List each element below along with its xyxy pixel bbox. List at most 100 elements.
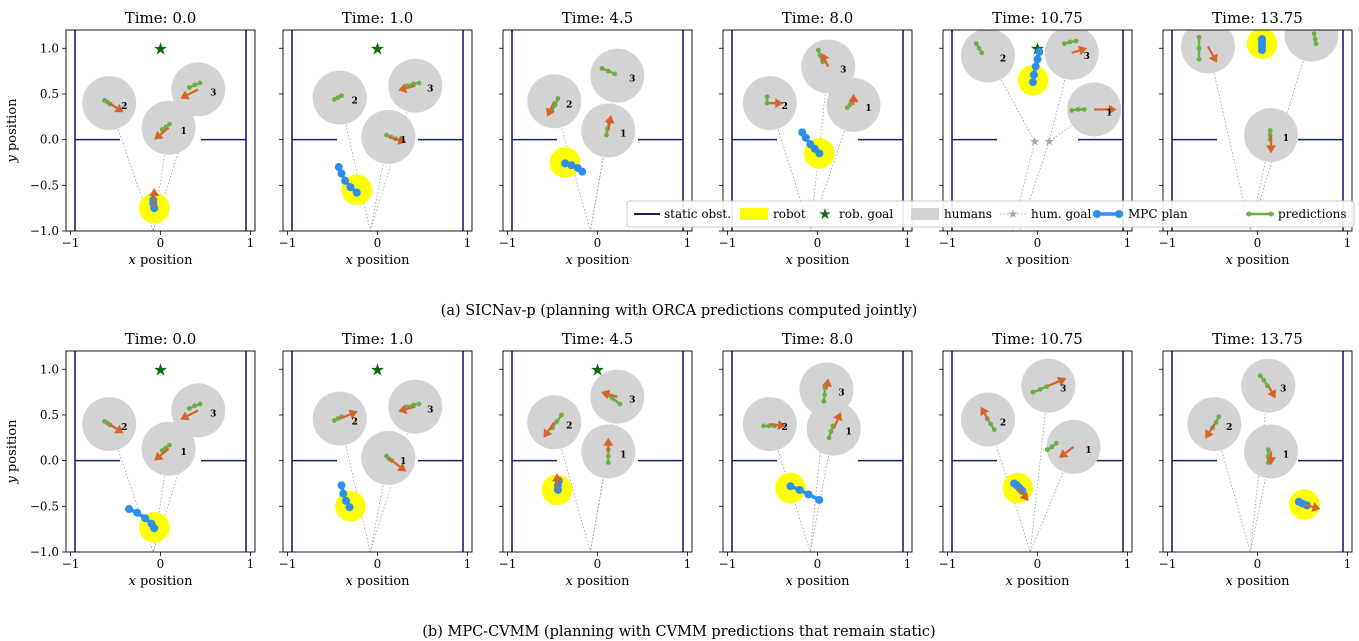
human-heading-arrow bbox=[186, 88, 199, 96]
mpc-plan-point bbox=[1033, 55, 1042, 64]
x-tick-label: −1 bbox=[939, 236, 957, 250]
panel-title: Time: 4.5 bbox=[562, 9, 634, 27]
prediction-point bbox=[1265, 447, 1271, 453]
plot-area: ★ 2 3 1 bbox=[511, 351, 684, 552]
human-disc bbox=[1181, 30, 1235, 74]
prediction-point bbox=[1054, 440, 1059, 446]
x-axis-label: x position bbox=[1225, 253, 1290, 268]
x-tick-label: 0 bbox=[157, 236, 165, 250]
prediction-point bbox=[822, 392, 828, 398]
x-axis-label: x position bbox=[128, 253, 193, 268]
prediction-point bbox=[331, 97, 337, 102]
goal-line bbox=[1048, 109, 1095, 142]
panel-0-4: Time: 10.75 ★ ★ ★ 2 3 1 −1 0 1 x position bbox=[939, 9, 1133, 268]
mpc-plan-point bbox=[815, 149, 824, 158]
y-tick-label: 0.0 bbox=[40, 133, 59, 147]
prediction-point bbox=[1196, 34, 1202, 40]
robot-goal-star: ★ bbox=[153, 39, 168, 59]
prediction-point bbox=[416, 401, 422, 407]
x-axis-label-var: x bbox=[1005, 574, 1013, 589]
y-tick-label: −1.0 bbox=[30, 224, 59, 238]
prediction-point bbox=[1311, 31, 1317, 37]
legend-human-swatch bbox=[911, 208, 939, 220]
prediction-point bbox=[1075, 107, 1081, 112]
x-tick-label: 0 bbox=[594, 236, 602, 250]
robot-heading-arrow-head bbox=[1019, 491, 1029, 501]
human-heading-arrow bbox=[159, 126, 170, 136]
human-heading-arrow-head bbox=[604, 114, 615, 124]
panel-title: Time: 13.75 bbox=[1212, 330, 1303, 348]
x-axis-label-rest: position bbox=[793, 574, 850, 589]
panel-title: Time: 8.0 bbox=[782, 330, 854, 348]
x-axis-label-var: x bbox=[1225, 253, 1233, 268]
human-heading-arrow bbox=[832, 419, 839, 430]
mpc-plan-point bbox=[804, 490, 813, 499]
x-axis-label: x position bbox=[345, 574, 410, 589]
x-axis-label-var: x bbox=[345, 253, 353, 268]
human-heading-arrow bbox=[1064, 446, 1075, 454]
plot-area: ★ 2 3 1 bbox=[74, 30, 247, 231]
human-heading-arrow-head bbox=[820, 52, 830, 63]
human-heading-arrow bbox=[387, 457, 401, 468]
panel-1-3: Time: 8.0 2 3 1 −1 0 1 x position bbox=[719, 330, 913, 589]
prediction-point bbox=[167, 442, 172, 448]
x-tick-label: −1 bbox=[279, 557, 297, 571]
x-tick-label: 1 bbox=[684, 557, 692, 571]
prediction-point bbox=[1313, 41, 1319, 47]
human-id-label: 3 bbox=[838, 388, 844, 398]
human-id-label: 3 bbox=[427, 406, 433, 416]
prediction-point bbox=[979, 50, 985, 56]
mpc-plan-point bbox=[567, 161, 576, 170]
mpc-plan-point bbox=[341, 176, 350, 185]
legend-label: MPC plan bbox=[1128, 207, 1188, 221]
x-axis-label-rest: position bbox=[573, 253, 630, 268]
human-id-label: 1 bbox=[400, 457, 406, 467]
legend-hum-goal-star: ★ bbox=[1008, 207, 1019, 221]
x-axis-label: x position bbox=[1225, 574, 1290, 589]
plot-area: 2 3 1 bbox=[1171, 351, 1344, 552]
human-disc bbox=[1044, 30, 1099, 80]
prediction-point bbox=[384, 132, 389, 138]
robot-goal-star: ★ bbox=[370, 360, 385, 380]
human-heading-arrow-head bbox=[397, 135, 407, 145]
prediction-point bbox=[976, 45, 982, 51]
human-heading-arrow bbox=[186, 409, 199, 417]
human-heading-arrow-head bbox=[114, 103, 124, 113]
human-heading-arrow-head bbox=[833, 412, 843, 422]
mpc-plan-point bbox=[1258, 35, 1266, 44]
prediction-point bbox=[973, 41, 979, 47]
y-axis-label: y position bbox=[5, 98, 20, 164]
prediction-point bbox=[991, 427, 997, 432]
human-heading-arrow-head bbox=[180, 90, 190, 100]
human-id-label: 2 bbox=[782, 102, 788, 112]
panel-title: Time: 10.75 bbox=[992, 330, 1083, 348]
human-id-label: 1 bbox=[1283, 134, 1289, 144]
prediction-point bbox=[612, 71, 617, 77]
human-id-label: 2 bbox=[352, 418, 358, 428]
human-id-label: 1 bbox=[846, 428, 852, 438]
prediction-point bbox=[599, 65, 605, 71]
robot-goal-star: ★ bbox=[153, 360, 168, 380]
human-id-label: 2 bbox=[782, 423, 788, 433]
plot-area: ★ ★ ★ 2 3 1 bbox=[951, 30, 1124, 231]
x-tick-label: 0 bbox=[1254, 236, 1262, 250]
x-tick-label: 1 bbox=[464, 557, 472, 571]
human-id-label: 2 bbox=[1000, 55, 1006, 65]
human-goal-star: ★ bbox=[1029, 134, 1040, 148]
goal-line bbox=[809, 389, 827, 552]
legend-label: predictions bbox=[1278, 207, 1347, 221]
x-axis-label-var: x bbox=[785, 574, 793, 589]
panel-title: Time: 1.0 bbox=[342, 9, 414, 27]
mpc-plan-point bbox=[339, 489, 348, 498]
human-id-label: 1 bbox=[400, 136, 406, 146]
mpc-plan-path bbox=[789, 484, 821, 502]
x-tick-label: 1 bbox=[1344, 236, 1352, 250]
panel-title: Time: 8.0 bbox=[782, 9, 854, 27]
robot-goal-star: ★ bbox=[370, 39, 385, 59]
mpc-plan-point bbox=[334, 163, 343, 172]
human-id-label: 3 bbox=[210, 409, 216, 419]
legend-label: hum. goal bbox=[1031, 207, 1092, 221]
prediction-point bbox=[331, 418, 337, 423]
x-axis-label-var: x bbox=[1225, 574, 1233, 589]
